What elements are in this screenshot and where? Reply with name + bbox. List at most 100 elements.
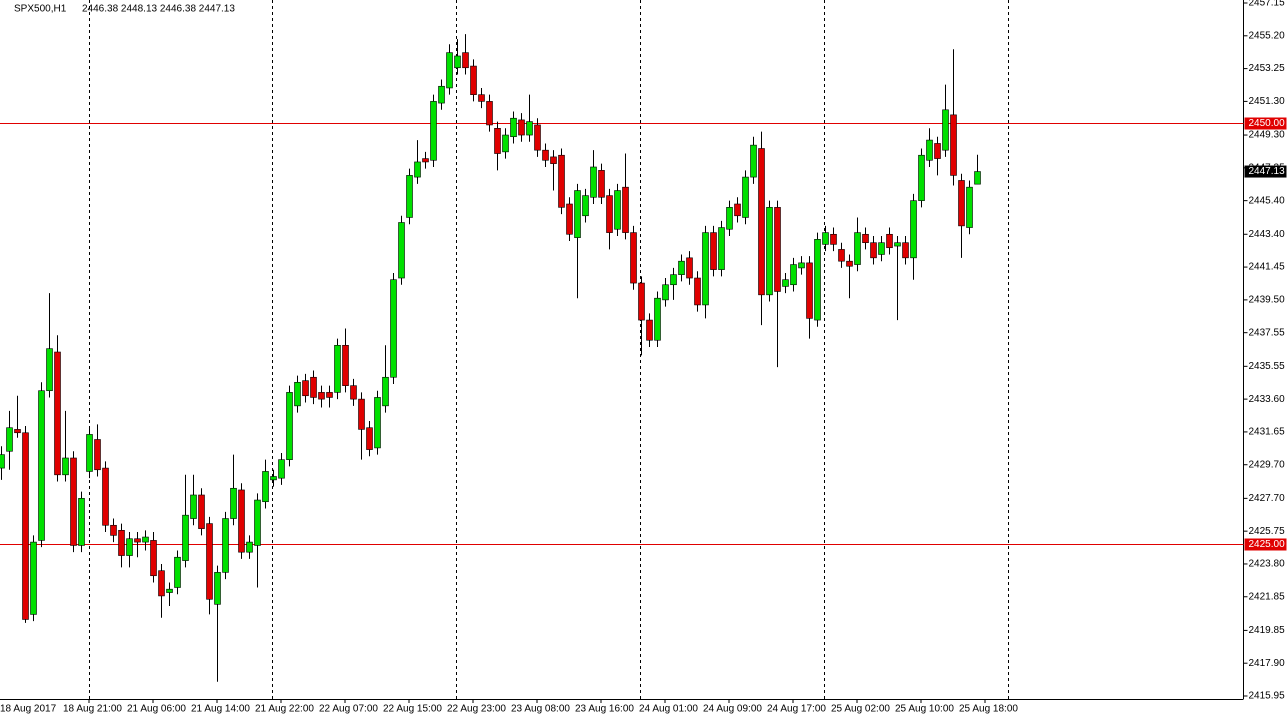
candle-body xyxy=(334,344,341,393)
candle-body xyxy=(222,518,229,573)
candle-body xyxy=(702,232,709,306)
candle-body xyxy=(86,434,93,472)
candle-body xyxy=(774,207,781,292)
x-tick-label: 22 Aug 23:00 xyxy=(447,704,506,715)
x-tick-label: 25 Aug 18:00 xyxy=(959,704,1018,715)
candle-body xyxy=(262,471,269,503)
candle-body xyxy=(54,351,61,476)
candle-body xyxy=(438,85,445,104)
candle-body xyxy=(286,392,293,460)
candle-body xyxy=(710,232,717,270)
candle-body xyxy=(550,156,557,164)
candle-body xyxy=(558,154,565,208)
candle-body xyxy=(190,494,197,519)
candle-body xyxy=(358,398,365,430)
candle-body xyxy=(750,144,757,178)
candle-body xyxy=(230,487,237,519)
candle-body xyxy=(278,459,285,479)
candle-body xyxy=(310,376,317,398)
candle-body xyxy=(646,319,653,341)
candle-body xyxy=(22,432,29,620)
candle-body xyxy=(878,242,885,255)
candle-body xyxy=(158,570,165,597)
candle-body xyxy=(254,499,261,546)
candle-body xyxy=(630,232,637,284)
y-tick-label: 2415.95 xyxy=(1249,691,1286,702)
x-tick-label: 23 Aug 16:00 xyxy=(575,704,634,715)
candle-body xyxy=(30,541,37,615)
y-tick-label: 2419.85 xyxy=(1249,625,1286,636)
candle-body xyxy=(726,207,733,230)
candle-body xyxy=(886,233,893,249)
candle-body xyxy=(606,195,613,233)
candle-body xyxy=(798,262,805,269)
y-tick-label: 2441.45 xyxy=(1249,262,1286,273)
y-tick-label: 2431.65 xyxy=(1249,427,1286,438)
x-tick-label: 25 Aug 02:00 xyxy=(831,704,890,715)
candle-body xyxy=(166,588,173,593)
candle-body xyxy=(342,344,349,386)
x-tick-label: 18 Aug 2017 xyxy=(0,704,57,715)
candle-body xyxy=(390,279,397,378)
candle-body xyxy=(366,427,373,450)
x-tick-label: 25 Aug 10:00 xyxy=(895,704,954,715)
candle-body xyxy=(38,390,45,541)
candle-body xyxy=(670,274,677,286)
y-tick-label: 2439.50 xyxy=(1249,295,1286,306)
candle-body xyxy=(790,264,797,286)
candle-body xyxy=(94,439,101,471)
y-tick-label: 2435.55 xyxy=(1249,361,1286,372)
candle-body xyxy=(734,203,741,217)
x-tick-label: 24 Aug 09:00 xyxy=(703,704,762,715)
candle-body xyxy=(382,376,389,407)
y-tick-label: 2417.90 xyxy=(1249,658,1286,669)
candle-body xyxy=(374,397,381,449)
candle-body xyxy=(350,385,357,400)
candle-body xyxy=(302,380,309,397)
candle-body xyxy=(406,175,413,218)
candle-body xyxy=(70,457,77,546)
candle-body xyxy=(206,523,213,600)
chart-title: SPX500,H1 xyxy=(14,4,67,15)
x-tick-label: 24 Aug 01:00 xyxy=(639,704,698,715)
y-tick-label: 2427.70 xyxy=(1249,493,1286,504)
candle-body xyxy=(950,114,957,176)
candle-body xyxy=(486,101,493,126)
candle-body xyxy=(926,139,933,161)
candle-body xyxy=(782,279,789,287)
price-label: 2450.00 xyxy=(1249,118,1286,129)
candle-body xyxy=(742,176,749,218)
candle-body xyxy=(270,476,277,481)
candle-body xyxy=(510,117,517,138)
y-tick-label: 2457.15 xyxy=(1249,0,1286,9)
candle-body xyxy=(422,158,429,163)
candle-body xyxy=(846,260,853,267)
y-tick-label: 2451.30 xyxy=(1249,96,1286,107)
candle-body xyxy=(198,494,205,529)
candle-body xyxy=(238,489,245,553)
candle-body xyxy=(6,427,13,452)
x-tick-label: 22 Aug 15:00 xyxy=(383,704,442,715)
candle-body xyxy=(918,154,925,201)
candle-body xyxy=(294,381,301,407)
candle-body xyxy=(502,134,509,153)
candle-body xyxy=(830,233,837,245)
candle-body xyxy=(806,262,813,319)
candle-body xyxy=(414,161,421,178)
candle-body xyxy=(910,200,917,259)
y-tick-label: 2455.20 xyxy=(1249,30,1286,41)
candle-body xyxy=(966,186,973,228)
candle-body xyxy=(974,171,981,185)
candle-body xyxy=(62,457,69,476)
candle-body xyxy=(814,239,821,321)
candle-body xyxy=(518,119,525,136)
candle-body xyxy=(526,121,533,136)
candle-body xyxy=(398,222,405,279)
candle-body xyxy=(478,94,485,102)
candle-body xyxy=(694,277,701,306)
candle-body xyxy=(542,149,549,161)
candle-body xyxy=(470,65,477,95)
price-label-box xyxy=(1244,117,1287,130)
candle-body xyxy=(150,540,157,577)
